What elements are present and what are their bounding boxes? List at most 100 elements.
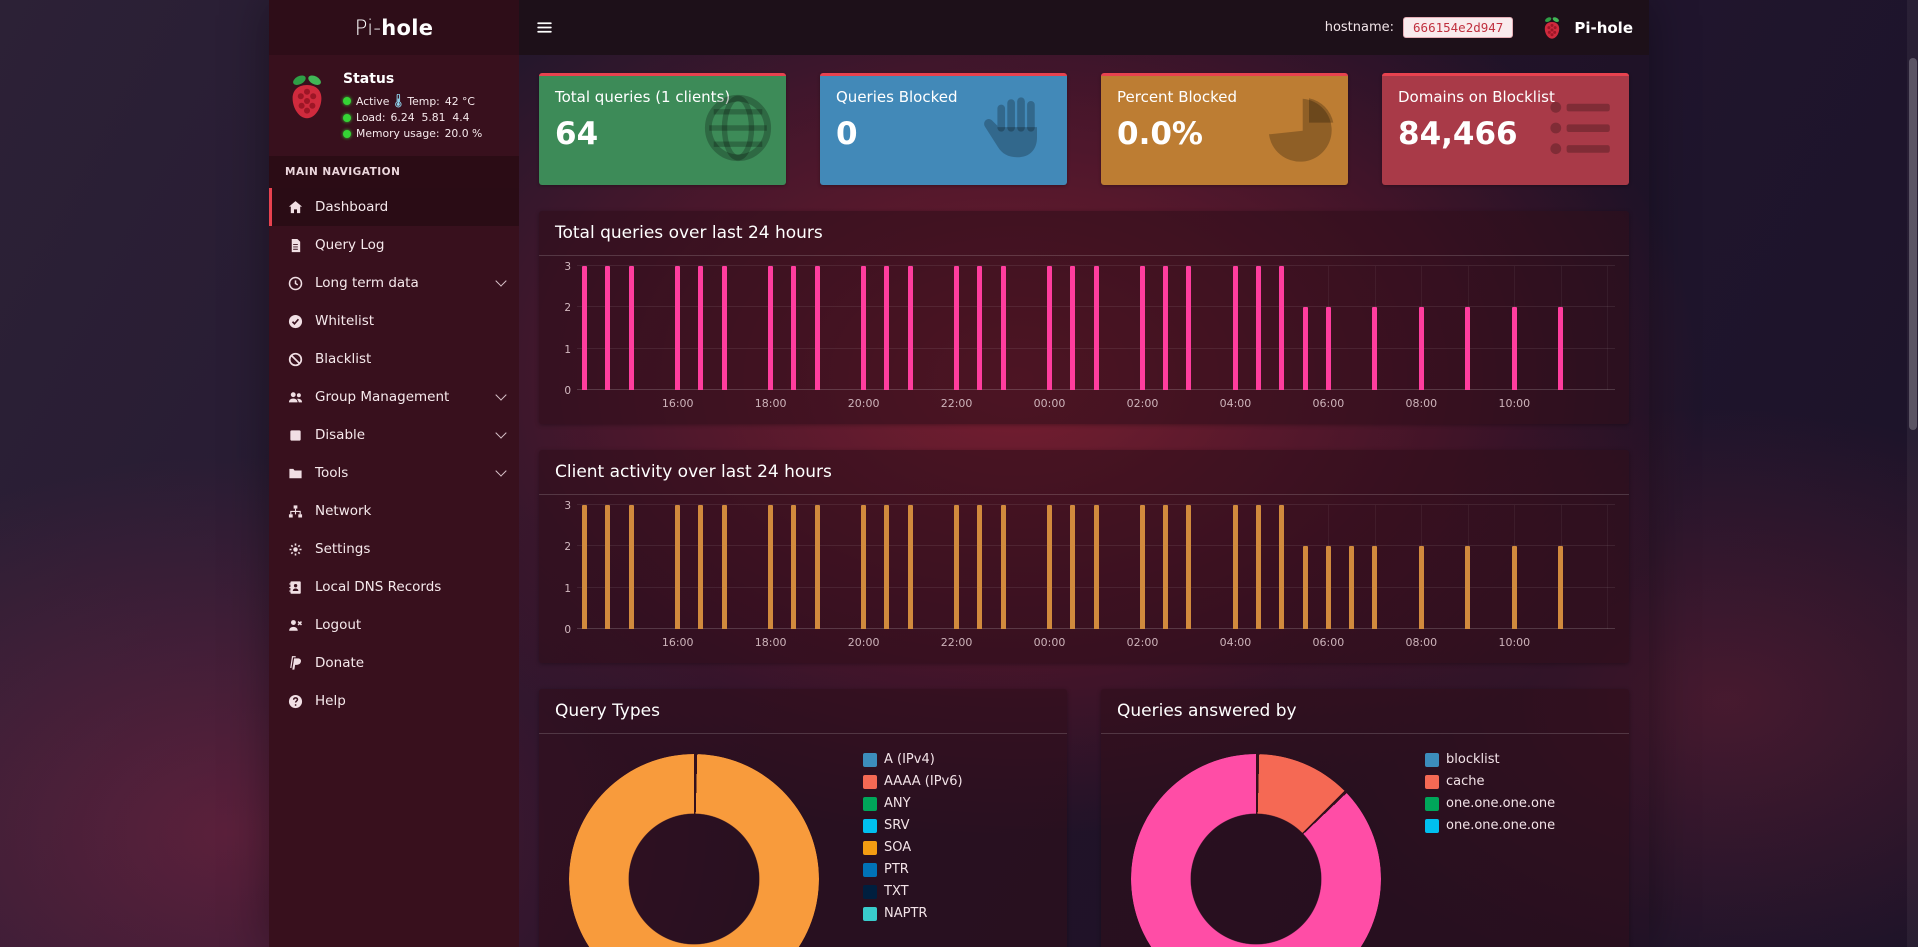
sidebar-item-network[interactable]: Network xyxy=(269,492,519,530)
bar-08:00[interactable] xyxy=(1418,307,1424,390)
sidebar-item-blacklist[interactable]: Blacklist xyxy=(269,340,519,378)
sidebar-item-logout[interactable]: Logout xyxy=(269,606,519,644)
bar-03:00[interactable] xyxy=(1186,266,1192,390)
legend-item-naptr[interactable]: NAPTR xyxy=(863,906,963,921)
bar-18:30[interactable] xyxy=(791,505,797,629)
bar-05:30[interactable] xyxy=(1302,546,1308,629)
bar-09:00[interactable] xyxy=(1465,307,1471,390)
stat-card-total-queries-1-clients[interactable]: Total queries (1 clients) 64 xyxy=(539,73,786,185)
legend-item-srv[interactable]: SRV xyxy=(863,818,963,833)
bar-19:00[interactable] xyxy=(814,505,820,629)
bar-04:30[interactable] xyxy=(1256,266,1262,390)
sidebar-item-query-log[interactable]: Query Log xyxy=(269,226,519,264)
bar-03:00[interactable] xyxy=(1186,505,1192,629)
bar-21:00[interactable] xyxy=(907,266,913,390)
bar-16:00[interactable] xyxy=(675,266,681,390)
scrollbar-thumb[interactable] xyxy=(1908,58,1917,430)
bar-07:00[interactable] xyxy=(1372,307,1378,390)
bar-05:00[interactable] xyxy=(1279,266,1285,390)
bar-01:00[interactable] xyxy=(1093,505,1099,629)
legend-item-ptr[interactable]: PTR xyxy=(863,862,963,877)
bar-11:00[interactable] xyxy=(1558,546,1564,629)
bar-02:30[interactable] xyxy=(1163,505,1169,629)
legend-item-any[interactable]: ANY xyxy=(863,796,963,811)
bar-17:00[interactable] xyxy=(721,266,727,390)
bar-22:30[interactable] xyxy=(977,266,983,390)
bar-09:00[interactable] xyxy=(1465,546,1471,629)
bar-16:00[interactable] xyxy=(675,505,681,629)
bar-15:00[interactable] xyxy=(628,266,634,390)
bar-00:00[interactable] xyxy=(1047,505,1053,629)
bar-08:00[interactable] xyxy=(1418,546,1424,629)
bar-04:00[interactable] xyxy=(1232,266,1238,390)
bar-02:00[interactable] xyxy=(1139,266,1145,390)
bar-22:00[interactable] xyxy=(954,505,960,629)
bar-10:00[interactable] xyxy=(1511,546,1517,629)
bar-02:00[interactable] xyxy=(1139,505,1145,629)
bar-20:30[interactable] xyxy=(884,266,890,390)
bar-00:30[interactable] xyxy=(1070,505,1076,629)
bar-15:00[interactable] xyxy=(628,505,634,629)
bar-22:00[interactable] xyxy=(954,266,960,390)
bar-16:30[interactable] xyxy=(698,505,704,629)
bar-06:00[interactable] xyxy=(1325,546,1331,629)
legend-item-aaaa-ipv6[interactable]: AAAA (IPv6) xyxy=(863,774,963,789)
sidebar-item-local-dns-records[interactable]: Local DNS Records xyxy=(269,568,519,606)
bar-20:30[interactable] xyxy=(884,505,890,629)
bar-04:30[interactable] xyxy=(1256,505,1262,629)
sidebar-brand[interactable]: Pi-hole xyxy=(269,0,519,55)
bar-07:00[interactable] xyxy=(1372,546,1378,629)
bar-05:30[interactable] xyxy=(1302,307,1308,390)
bar-17:00[interactable] xyxy=(721,505,727,629)
bar-04:00[interactable] xyxy=(1232,505,1238,629)
legend-item-blocklist[interactable]: blocklist xyxy=(1425,752,1555,767)
legend-item-cache[interactable]: cache xyxy=(1425,774,1555,789)
sidebar-item-tools[interactable]: Tools xyxy=(269,454,519,492)
legend-item-one-one-one-one[interactable]: one.one.one.one xyxy=(1425,796,1555,811)
legend-item-a-ipv4[interactable]: A (IPv4) xyxy=(863,752,963,767)
stat-card-percent-blocked[interactable]: Percent Blocked 0.0% xyxy=(1101,73,1348,185)
bar-14:30[interactable] xyxy=(605,505,611,629)
bar-14:00[interactable] xyxy=(582,505,588,629)
sidebar-item-help[interactable]: Help xyxy=(269,682,519,720)
card-value: 64 xyxy=(555,116,599,152)
bar-18:30[interactable] xyxy=(791,266,797,390)
bar-00:30[interactable] xyxy=(1070,266,1076,390)
hamburger-menu-icon[interactable] xyxy=(519,0,569,55)
bar-14:00[interactable] xyxy=(582,266,588,390)
bar-02:30[interactable] xyxy=(1163,266,1169,390)
bar-00:00[interactable] xyxy=(1047,266,1053,390)
bar-06:00[interactable] xyxy=(1325,307,1331,390)
sidebar-item-disable[interactable]: Disable xyxy=(269,416,519,454)
bar-23:00[interactable] xyxy=(1000,505,1006,629)
sidebar-item-group-management[interactable]: Group Management xyxy=(269,378,519,416)
sidebar-item-dashboard[interactable]: Dashboard xyxy=(269,188,519,226)
bar-16:30[interactable] xyxy=(698,266,704,390)
bar-18:00[interactable] xyxy=(768,505,774,629)
bar-10:00[interactable] xyxy=(1511,307,1517,390)
bar-05:00[interactable] xyxy=(1279,505,1285,629)
bar-22:30[interactable] xyxy=(977,505,983,629)
sidebar-item-whitelist[interactable]: Whitelist xyxy=(269,302,519,340)
bar-21:00[interactable] xyxy=(907,505,913,629)
bar-01:00[interactable] xyxy=(1093,266,1099,390)
legend-item-one-one-one-one[interactable]: one.one.one.one xyxy=(1425,818,1555,833)
bar-20:00[interactable] xyxy=(861,266,867,390)
bar-06:30[interactable] xyxy=(1349,546,1355,629)
bar-23:00[interactable] xyxy=(1000,266,1006,390)
sidebar-item-settings[interactable]: Settings xyxy=(269,530,519,568)
scrollbar[interactable] xyxy=(1907,0,1918,947)
folder-icon xyxy=(287,466,304,481)
bar-18:00[interactable] xyxy=(768,266,774,390)
stat-card-queries-blocked[interactable]: Queries Blocked 0 xyxy=(820,73,1067,185)
bar-14:30[interactable] xyxy=(605,266,611,390)
bar-20:00[interactable] xyxy=(861,505,867,629)
sidebar-item-long-term-data[interactable]: Long term data xyxy=(269,264,519,302)
sidebar-item-label: Long term data xyxy=(315,275,419,291)
legend-item-soa[interactable]: SOA xyxy=(863,840,963,855)
sidebar-item-donate[interactable]: Donate xyxy=(269,644,519,682)
bar-11:00[interactable] xyxy=(1558,307,1564,390)
legend-item-txt[interactable]: TXT xyxy=(863,884,963,899)
bar-19:00[interactable] xyxy=(814,266,820,390)
stat-card-domains-on-blocklist[interactable]: Domains on Blocklist 84,466 xyxy=(1382,73,1629,185)
